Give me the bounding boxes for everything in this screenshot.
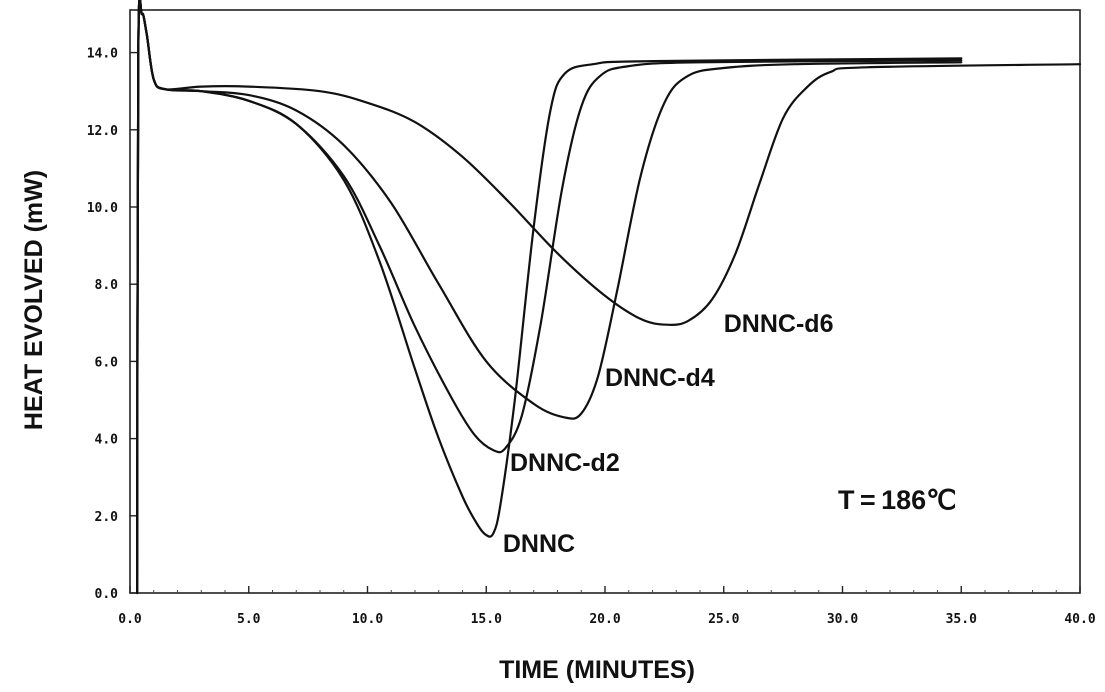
y-axis-title: HEAT EVOLVED (mW) <box>20 170 48 430</box>
x-tick-label: 0.0 <box>118 612 142 627</box>
x-tick-label: 10.0 <box>352 612 383 627</box>
y-tick-label: 4.0 <box>95 433 119 448</box>
series-label-dnnc: DNNC <box>503 530 575 558</box>
y-tick-labels: 0.0 2.0 4.0 6.0 8.0 10.0 12.0 14.0 <box>87 47 118 602</box>
tick-marks <box>129 51 1081 594</box>
y-tick-label: 10.0 <box>87 201 118 216</box>
x-tick-label: 5.0 <box>237 612 261 627</box>
series-label-dnnc-d4: DNNC-d4 <box>605 364 715 392</box>
temperature-annotation: T = 186℃ <box>838 485 956 515</box>
y-tick-label: 8.0 <box>95 278 119 293</box>
x-tick-labels: 0.0 5.0 10.0 15.0 20.0 25.0 30.0 35.0 40.0 <box>118 612 1096 627</box>
y-tick-label: 12.0 <box>87 124 118 139</box>
y-tick-label: 0.0 <box>95 587 119 602</box>
x-tick-label: 15.0 <box>471 612 502 627</box>
x-tick-label: 20.0 <box>589 612 620 627</box>
x-tick-label: 25.0 <box>708 612 739 627</box>
series-line-dnnc-d6 <box>136 0 1082 595</box>
y-tick-label: 2.0 <box>95 510 119 525</box>
series-lines <box>136 0 1082 595</box>
x-axis-title: TIME (MINUTES) <box>499 656 695 684</box>
series-label-dnnc-d6: DNNC-d6 <box>724 310 834 338</box>
x-tick-label: 40.0 <box>1064 612 1095 627</box>
series-labels: DNNC DNNC-d2 DNNC-d4 DNNC-d6 <box>503 310 834 558</box>
x-tick-label: 30.0 <box>827 612 858 627</box>
series-label-dnnc-d2: DNNC-d2 <box>510 449 620 477</box>
y-tick-label: 6.0 <box>95 355 119 370</box>
y-tick-label: 14.0 <box>87 47 118 62</box>
x-tick-label: 35.0 <box>946 612 977 627</box>
